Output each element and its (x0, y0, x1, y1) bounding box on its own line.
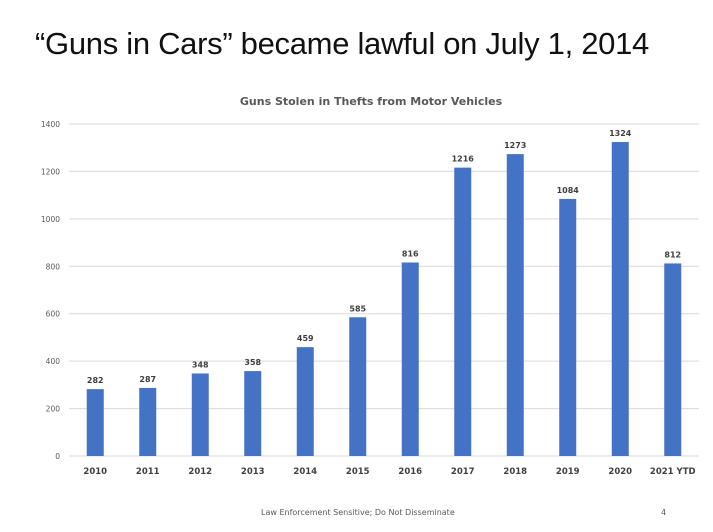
data-label: 287 (139, 375, 156, 384)
y-axis-ticks: 0 200 400 600 800 1000 1200 1400 (41, 120, 60, 461)
data-label: 282 (87, 376, 104, 385)
x-tick-label: 2010 (83, 467, 107, 477)
data-label: 358 (244, 358, 261, 367)
bar (244, 371, 262, 456)
bar (611, 142, 629, 456)
data-label: 812 (664, 250, 681, 259)
bar (559, 198, 577, 457)
data-labels: 282 287 348 358 459 585 816 1216 1273 1084 1324 812 (87, 129, 681, 385)
x-tick-label: 2021 YTD (650, 467, 696, 477)
data-label: 1084 (557, 186, 580, 195)
y-tick-label: 400 (46, 357, 61, 366)
y-tick-label: 1200 (41, 167, 60, 176)
page-number: 4 (661, 508, 667, 517)
y-tick-label: 0 (55, 452, 60, 461)
y-tick-label: 1400 (41, 120, 60, 129)
y-tick-label: 800 (46, 262, 61, 271)
x-tick-label: 2012 (188, 467, 212, 477)
x-axis-ticks: 2010 2011 2012 2013 2014 2015 2016 2017 2018 2019… (83, 467, 695, 477)
footer-disclaimer: Law Enforcement Sensitive; Do Not Dissem… (261, 508, 455, 517)
gridlines (69, 123, 699, 457)
x-tick-label: 2014 (293, 467, 317, 477)
bar (506, 154, 524, 457)
y-tick-label: 600 (46, 310, 61, 319)
bars (86, 142, 682, 457)
data-label: 816 (402, 249, 419, 258)
chart-title: Guns Stolen in Thefts from Motor Vehicle… (240, 95, 503, 108)
x-tick-label: 2019 (556, 467, 580, 477)
bar (139, 387, 157, 456)
x-tick-label: 2017 (451, 467, 475, 477)
data-label: 348 (192, 360, 209, 369)
data-label: 1216 (452, 155, 475, 164)
y-tick-label: 200 (46, 405, 61, 414)
bar (86, 389, 104, 456)
data-label: 459 (297, 334, 314, 343)
bar (191, 373, 209, 456)
data-label: 1273 (504, 141, 526, 150)
data-label: 1324 (609, 129, 632, 138)
bar (296, 347, 314, 456)
data-label: 585 (349, 304, 366, 313)
bar (401, 262, 419, 456)
x-tick-label: 2016 (398, 467, 422, 477)
bar (349, 317, 367, 456)
y-tick-label: 1000 (41, 215, 60, 224)
x-tick-label: 2018 (503, 467, 527, 477)
x-tick-label: 2020 (608, 467, 632, 477)
x-tick-label: 2013 (241, 467, 265, 477)
bar (454, 167, 472, 457)
x-tick-label: 2015 (346, 467, 370, 477)
x-tick-label: 2011 (136, 467, 160, 477)
bar (664, 263, 682, 456)
slide-title: “Guns in Cars” became lawful on July 1, … (35, 26, 649, 61)
